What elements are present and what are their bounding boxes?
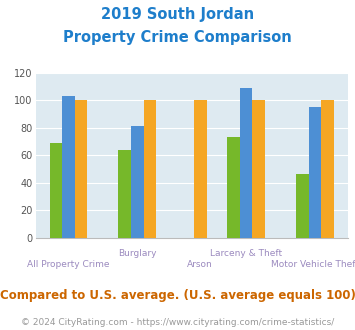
Bar (227, 137, 240, 238)
Text: © 2024 CityRating.com - https://www.cityrating.com/crime-statistics/: © 2024 CityRating.com - https://www.city… (21, 318, 334, 327)
Bar (321, 100, 334, 238)
Text: All Property Crime: All Property Crime (27, 260, 110, 269)
Text: Larceny & Theft: Larceny & Theft (210, 248, 282, 258)
Bar (50, 143, 62, 238)
Text: Property Crime Comparison: Property Crime Comparison (63, 30, 292, 45)
Text: Motor Vehicle Theft: Motor Vehicle Theft (271, 260, 355, 269)
Bar (62, 96, 75, 238)
Bar (144, 100, 156, 238)
Bar (194, 100, 207, 238)
Bar (119, 149, 131, 238)
Text: Arson: Arson (187, 260, 213, 269)
Text: 2019 South Jordan: 2019 South Jordan (101, 7, 254, 21)
Bar (308, 107, 321, 238)
Bar (131, 126, 144, 238)
Bar (240, 88, 252, 238)
Text: Burglary: Burglary (118, 248, 157, 258)
Legend: South Jordan, Utah, National: South Jordan, Utah, National (59, 329, 324, 330)
Bar (75, 100, 87, 238)
Text: Compared to U.S. average. (U.S. average equals 100): Compared to U.S. average. (U.S. average … (0, 289, 355, 302)
Bar (296, 174, 308, 238)
Bar (252, 100, 265, 238)
